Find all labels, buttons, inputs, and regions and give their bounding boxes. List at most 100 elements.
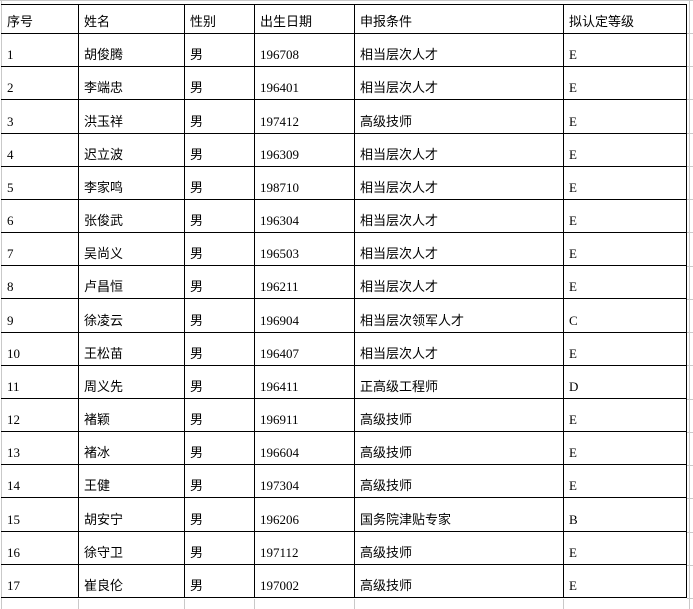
cell-level[interactable]: E — [563, 66, 687, 101]
cell-birthdate[interactable]: 196304 — [254, 198, 355, 234]
cell-index[interactable]: 14 — [1, 464, 79, 499]
cell-level[interactable]: E — [563, 431, 687, 466]
cell-birthdate[interactable]: 196309 — [254, 132, 355, 167]
cell-name[interactable]: 迟立波 — [78, 132, 185, 167]
cell-birthdate[interactable]: 196206 — [254, 497, 355, 532]
column-header-index[interactable]: 序号 — [1, 4, 79, 34]
cell-index[interactable]: 1 — [1, 32, 79, 68]
cell-level[interactable]: E — [563, 530, 687, 565]
cell-level[interactable]: E — [563, 99, 687, 134]
cell-gender[interactable]: 男 — [184, 298, 255, 333]
cell-gender[interactable]: 男 — [184, 331, 255, 366]
cell-index[interactable]: 6 — [1, 198, 79, 234]
cell-condition[interactable]: 正高级工程师 — [354, 364, 564, 399]
cell-condition[interactable]: 高级技师 — [354, 563, 564, 599]
cell-name[interactable]: 王健 — [78, 464, 185, 499]
cell-birthdate[interactable]: 198710 — [254, 165, 355, 200]
cell-condition[interactable]: 相当层次人才 — [354, 66, 564, 101]
cell-index[interactable]: 16 — [1, 530, 79, 565]
cell-name[interactable]: 李端忠 — [78, 66, 185, 101]
cell-birthdate[interactable]: 196211 — [254, 265, 355, 300]
cell-condition[interactable]: 相当层次人才 — [354, 265, 564, 300]
cell-name[interactable]: 张俊武 — [78, 198, 185, 234]
cell-name[interactable]: 徐凌云 — [78, 298, 185, 333]
cell-level[interactable]: E — [563, 32, 687, 68]
column-header-name[interactable]: 姓名 — [78, 4, 185, 34]
column-header-level[interactable]: 拟认定等级 — [563, 4, 687, 34]
cell-birthdate[interactable]: 196503 — [254, 232, 355, 267]
cell-index[interactable]: 15 — [1, 497, 79, 532]
cell-index[interactable]: 4 — [1, 132, 79, 167]
cell-level[interactable]: E — [563, 165, 687, 200]
cell-gender[interactable]: 男 — [184, 99, 255, 134]
cell-level[interactable]: E — [563, 331, 687, 366]
cell-gender[interactable]: 男 — [184, 530, 255, 565]
cell-level[interactable]: E — [563, 232, 687, 267]
cell-gender[interactable]: 男 — [184, 198, 255, 234]
cell-gender[interactable]: 男 — [184, 464, 255, 499]
cell-gender[interactable]: 男 — [184, 265, 255, 300]
cell-index[interactable]: 7 — [1, 232, 79, 267]
cell-level[interactable]: E — [563, 397, 687, 433]
cell-gender[interactable]: 男 — [184, 32, 255, 68]
cell-level[interactable]: B — [563, 497, 687, 532]
cell-gender[interactable]: 男 — [184, 397, 255, 433]
cell-level[interactable]: E — [563, 265, 687, 300]
cell-condition[interactable]: 高级技师 — [354, 530, 564, 565]
cell-name[interactable]: 胡安宁 — [78, 497, 185, 532]
cell-birthdate[interactable]: 196407 — [254, 331, 355, 366]
cell-gender[interactable]: 男 — [184, 232, 255, 267]
cell-birthdate[interactable]: 196401 — [254, 66, 355, 101]
cell-birthdate[interactable]: 196604 — [254, 431, 355, 466]
cell-name[interactable]: 卢昌恒 — [78, 265, 185, 300]
cell-condition[interactable]: 高级技师 — [354, 431, 564, 466]
cell-index[interactable]: 2 — [1, 66, 79, 101]
cell-condition[interactable]: 相当层次人才 — [354, 132, 564, 167]
cell-name[interactable]: 崔良伦 — [78, 563, 185, 599]
cell-level[interactable]: E — [563, 464, 687, 499]
cell-name[interactable]: 吴尚义 — [78, 232, 185, 267]
cell-level[interactable]: D — [563, 364, 687, 399]
cell-birthdate[interactable]: 197112 — [254, 530, 355, 565]
column-header-birthdate[interactable]: 出生日期 — [254, 4, 355, 34]
cell-condition[interactable]: 相当层次人才 — [354, 331, 564, 366]
cell-level[interactable]: C — [563, 298, 687, 333]
cell-gender[interactable]: 男 — [184, 132, 255, 167]
cell-condition[interactable]: 高级技师 — [354, 464, 564, 499]
cell-index[interactable]: 9 — [1, 298, 79, 333]
cell-name[interactable]: 褚冰 — [78, 431, 185, 466]
cell-condition[interactable]: 相当层次人才 — [354, 165, 564, 200]
column-header-condition[interactable]: 申报条件 — [354, 4, 564, 34]
cell-birthdate[interactable]: 196411 — [254, 364, 355, 399]
cell-index[interactable]: 8 — [1, 265, 79, 300]
cell-condition[interactable]: 相当层次人才 — [354, 198, 564, 234]
cell-index[interactable]: 3 — [1, 99, 79, 134]
cell-birthdate[interactable]: 197412 — [254, 99, 355, 134]
cell-gender[interactable]: 男 — [184, 431, 255, 466]
cell-birthdate[interactable]: 197002 — [254, 563, 355, 599]
cell-birthdate[interactable]: 196904 — [254, 298, 355, 333]
cell-name[interactable]: 胡俊腾 — [78, 32, 185, 68]
cell-condition[interactable]: 高级技师 — [354, 397, 564, 433]
cell-name[interactable]: 李家鸣 — [78, 165, 185, 200]
cell-condition[interactable]: 相当层次领军人才 — [354, 298, 564, 333]
cell-name[interactable]: 洪玉祥 — [78, 99, 185, 134]
cell-gender[interactable]: 男 — [184, 497, 255, 532]
column-header-gender[interactable]: 性别 — [184, 4, 255, 34]
cell-level[interactable]: E — [563, 132, 687, 167]
cell-index[interactable]: 12 — [1, 397, 79, 433]
cell-index[interactable]: 10 — [1, 331, 79, 366]
cell-birthdate[interactable]: 196708 — [254, 32, 355, 68]
cell-gender[interactable]: 男 — [184, 66, 255, 101]
cell-condition[interactable]: 高级技师 — [354, 99, 564, 134]
cell-index[interactable]: 17 — [1, 563, 79, 599]
cell-name[interactable]: 周义先 — [78, 364, 185, 399]
cell-condition[interactable]: 国务院津贴专家 — [354, 497, 564, 532]
cell-index[interactable]: 13 — [1, 431, 79, 466]
cell-name[interactable]: 徐守卫 — [78, 530, 185, 565]
cell-index[interactable]: 5 — [1, 165, 79, 200]
cell-level[interactable]: E — [563, 198, 687, 234]
cell-gender[interactable]: 男 — [184, 165, 255, 200]
cell-condition[interactable]: 相当层次人才 — [354, 32, 564, 68]
cell-gender[interactable]: 男 — [184, 364, 255, 399]
